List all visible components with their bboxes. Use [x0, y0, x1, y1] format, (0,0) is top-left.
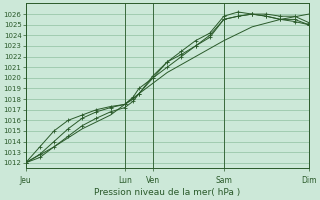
X-axis label: Pression niveau de la mer( hPa ): Pression niveau de la mer( hPa )	[94, 188, 240, 197]
